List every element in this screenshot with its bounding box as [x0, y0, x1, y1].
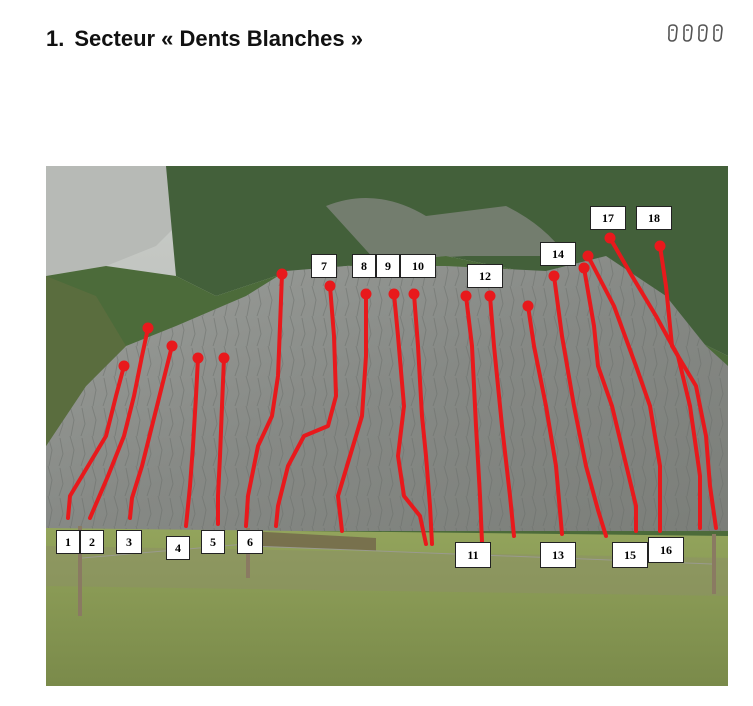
route-label-3: 3	[116, 530, 142, 554]
route-label-16: 16	[648, 537, 684, 563]
route-anchor-10	[408, 288, 420, 300]
route-line-6	[244, 272, 284, 528]
page-title: 1. Secteur « Dents Blanches »	[46, 26, 363, 52]
route-label-14: 14	[540, 242, 576, 266]
route-line-11	[464, 294, 484, 544]
route-line-4	[184, 356, 200, 528]
route-line-14	[552, 274, 608, 538]
quickdraw-icon	[713, 24, 723, 42]
route-label-11: 11	[455, 542, 491, 568]
route-label-5: 5	[201, 530, 225, 554]
route-label-17: 17	[590, 206, 626, 230]
route-label-12: 12	[467, 264, 503, 288]
route-label-2: 2	[80, 530, 104, 554]
route-line-16	[586, 254, 662, 533]
route-line-15	[582, 266, 638, 533]
route-line-3	[128, 344, 174, 520]
route-anchor-6	[276, 268, 288, 280]
route-label-10: 10	[400, 254, 436, 278]
route-label-7: 7	[311, 254, 337, 278]
route-anchor-9	[388, 288, 400, 300]
quickdraw-icon	[668, 24, 678, 42]
route-line-1	[66, 364, 126, 520]
route-anchor-15	[578, 262, 590, 274]
route-label-1: 1	[56, 530, 80, 554]
route-label-8: 8	[352, 254, 376, 278]
difficulty-rating	[666, 24, 725, 42]
route-line-7	[274, 284, 338, 528]
route-line-8	[336, 292, 368, 533]
route-anchor-1	[118, 360, 130, 372]
route-anchor-2	[142, 322, 154, 334]
route-line-18	[658, 244, 718, 530]
section-title: Secteur « Dents Blanches »	[74, 26, 363, 51]
route-anchor-5	[218, 352, 230, 364]
route-line-2	[88, 326, 150, 520]
route-anchor-18	[654, 240, 666, 252]
route-line-13	[526, 304, 564, 536]
route-anchor-7	[324, 280, 336, 292]
route-line-9	[392, 292, 428, 546]
route-anchor-16	[582, 250, 594, 262]
route-line-12	[488, 294, 516, 538]
route-label-4: 4	[166, 536, 190, 560]
route-anchor-14	[548, 270, 560, 282]
route-anchor-17	[604, 232, 616, 244]
route-label-13: 13	[540, 542, 576, 568]
crag-topo-photo	[46, 166, 728, 686]
route-anchor-12	[484, 290, 496, 302]
quickdraw-icon	[698, 24, 708, 42]
route-line-5	[216, 356, 226, 526]
route-anchor-4	[192, 352, 204, 364]
route-label-15: 15	[612, 542, 648, 568]
route-anchor-3	[166, 340, 178, 352]
section-number: 1.	[46, 26, 65, 51]
route-anchor-13	[522, 300, 534, 312]
route-lines-layer	[66, 232, 718, 546]
route-anchor-8	[360, 288, 372, 300]
route-anchor-11	[460, 290, 472, 302]
route-label-9: 9	[376, 254, 400, 278]
route-line-17	[608, 236, 702, 530]
route-line-10	[412, 292, 434, 546]
route-label-18: 18	[636, 206, 672, 230]
route-label-6: 6	[237, 530, 263, 554]
quickdraw-icon	[683, 24, 693, 42]
